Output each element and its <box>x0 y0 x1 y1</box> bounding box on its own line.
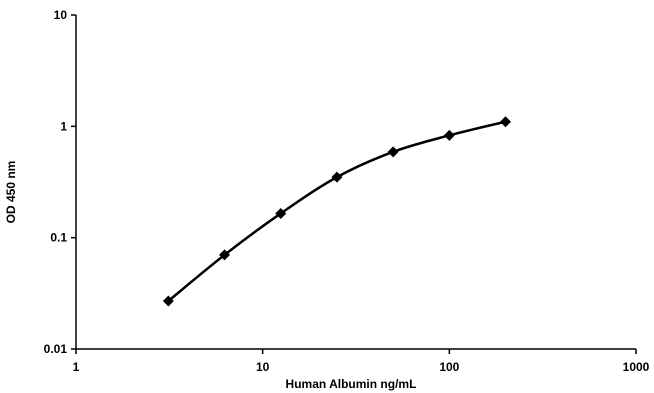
x-tick-label: 1 <box>73 360 80 374</box>
data-point-marker <box>331 171 343 183</box>
y-tick-label: 1 <box>60 119 67 133</box>
data-point-marker <box>443 129 455 141</box>
y-axis-title: OD 450 nm <box>4 161 18 224</box>
data-point-marker <box>275 207 287 219</box>
x-tick-label: 100 <box>439 360 459 374</box>
x-tick-label: 10 <box>256 360 270 374</box>
data-point-marker <box>500 116 512 128</box>
data-point-marker <box>387 146 399 158</box>
series <box>162 116 512 307</box>
data-point-marker <box>219 249 231 261</box>
series-line <box>167 120 506 302</box>
y-tick-label: 0.01 <box>44 342 68 356</box>
y-tick-label: 10 <box>54 8 68 22</box>
ticks: 1 10 100 1000 10 1 0.1 0.01 <box>44 8 650 374</box>
axes <box>75 15 636 350</box>
y-tick-label: 0.1 <box>50 231 67 245</box>
x-axis-title: Human Albumin ng/mL <box>286 377 417 391</box>
data-point-marker <box>162 295 174 307</box>
x-tick-label: 1000 <box>623 360 650 374</box>
